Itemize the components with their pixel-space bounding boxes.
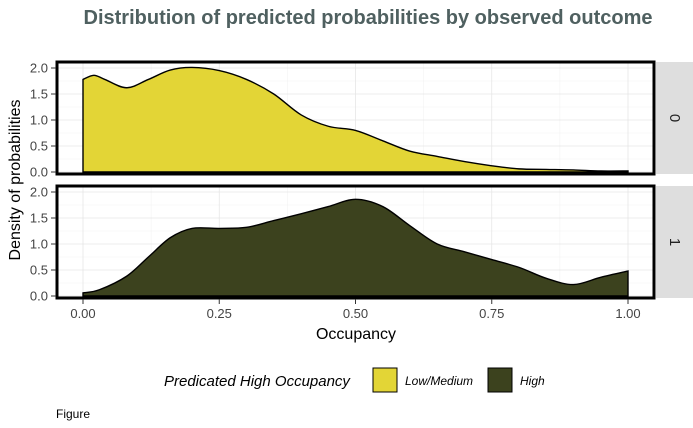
x-tick-label: 0.00 (70, 306, 95, 321)
y-tick-label: 2.0 (30, 61, 48, 76)
panel-bottom: 1 0.0 0.5 1.0 1.5 2.0 (30, 184, 693, 304)
y-tick-label: 0.0 (30, 289, 48, 304)
x-tick-label: 0.25 (207, 306, 232, 321)
figure-caption: Figure (56, 407, 90, 421)
x-tick-label: 1.00 (615, 306, 640, 321)
y-tick-label: 1.5 (30, 87, 48, 102)
strip-top (656, 62, 693, 174)
y-tick-label: 1.5 (30, 211, 48, 226)
panel-border-bottom (55, 184, 656, 300)
x-ticks: 0.00 0.25 0.50 0.75 1.00 (70, 299, 641, 321)
legend-swatch-high (487, 367, 513, 393)
strip-label-top: 0 (666, 114, 683, 122)
legend-label-high: High (520, 374, 545, 388)
y-tick-label: 2.0 (30, 185, 48, 200)
legend-swatch-low-medium (372, 367, 398, 393)
chart-title: Distribution of predicted probabilities … (84, 7, 653, 29)
density-area-top (82, 66, 629, 173)
y-tick-label: 0.0 (30, 165, 48, 180)
panel-top: 0 0.0 0.5 1.0 1.5 2.0 (30, 60, 693, 180)
density-area-bottom (82, 198, 629, 297)
strip-bottom (656, 186, 693, 298)
legend-title: Predicated High Occupancy (164, 373, 351, 390)
legend-label-low-medium: Low/Medium (405, 374, 473, 388)
x-axis-title: Occupancy (316, 326, 396, 343)
y-ticks-top: 0.0 0.5 1.0 1.5 2.0 (30, 61, 56, 180)
y-tick-label: 1.0 (30, 113, 48, 128)
x-tick-label: 0.50 (343, 306, 368, 321)
strip-label-bottom: 1 (666, 238, 683, 246)
y-tick-label: 1.0 (30, 237, 48, 252)
x-tick-label: 0.75 (479, 306, 504, 321)
y-tick-label: 0.5 (30, 263, 48, 278)
y-axis-title: Density of probabilities (7, 100, 24, 261)
legend: Predicated High Occupancy Low/Medium Hig… (164, 367, 545, 393)
y-tick-label: 0.5 (30, 139, 48, 154)
panel-border-top (55, 60, 656, 176)
y-ticks-bottom: 0.0 0.5 1.0 1.5 2.0 (30, 185, 56, 304)
